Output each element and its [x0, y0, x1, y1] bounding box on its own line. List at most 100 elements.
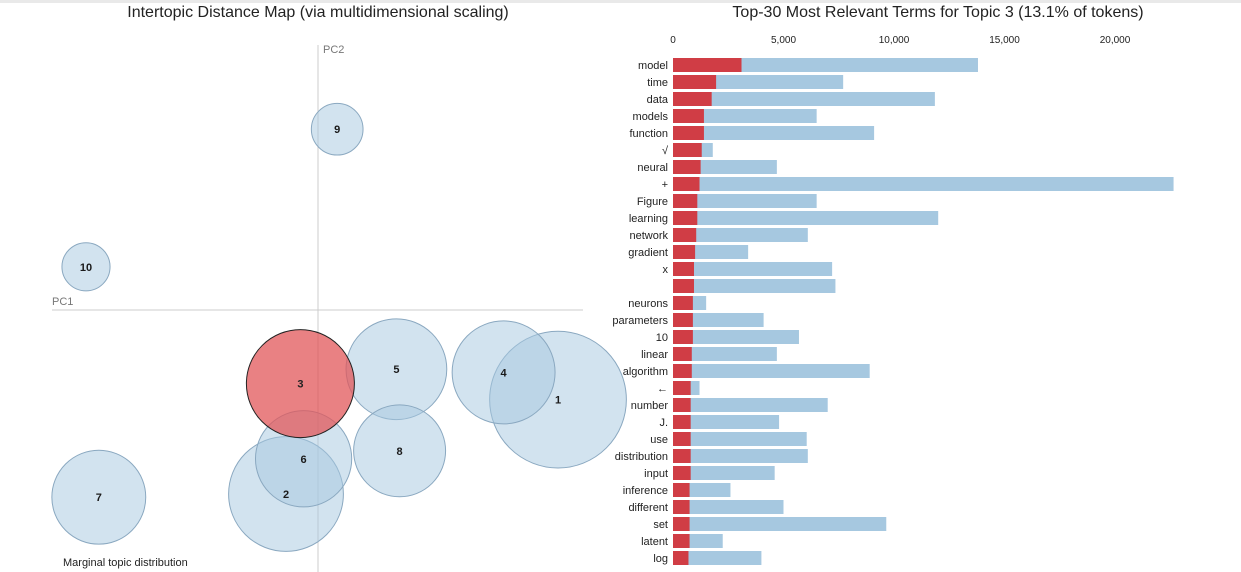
bar-topic-14[interactable] — [673, 296, 693, 310]
bar-topic-20[interactable] — [673, 398, 691, 412]
bar-topic-28[interactable] — [673, 534, 690, 548]
term-label[interactable]: latent — [641, 536, 668, 548]
term-label[interactable]: time — [647, 77, 668, 89]
term-label[interactable]: algorithm — [623, 366, 668, 378]
bar-overall-3[interactable] — [673, 109, 817, 123]
bar-topic-13[interactable] — [673, 279, 694, 293]
bar-overall-21[interactable] — [673, 415, 780, 429]
topic-label-8: 8 — [397, 446, 403, 458]
bar-overall-2[interactable] — [673, 92, 935, 106]
topic-circle-7[interactable] — [51, 449, 147, 545]
bar-topic-12[interactable] — [673, 262, 694, 276]
topic-circle-10[interactable] — [61, 242, 111, 292]
term-label[interactable]: function — [629, 128, 668, 140]
bar-overall-20[interactable] — [673, 398, 828, 412]
bar-overall-9[interactable] — [673, 211, 939, 225]
bar-topic-0[interactable] — [673, 58, 742, 72]
topic-label-4: 4 — [501, 367, 508, 379]
bar-topic-7[interactable] — [673, 177, 700, 191]
term-label[interactable]: log — [653, 553, 668, 565]
term-label[interactable]: input — [644, 468, 668, 480]
bar-topic-24[interactable] — [673, 466, 691, 480]
term-label[interactable]: data — [647, 94, 669, 106]
bar-topic-9[interactable] — [673, 211, 698, 225]
term-label[interactable]: 10 — [656, 332, 668, 344]
bar-topic-22[interactable] — [673, 432, 691, 446]
term-label[interactable]: parameters — [612, 315, 668, 327]
topic-circle-3-selected[interactable] — [245, 329, 355, 439]
term-label[interactable]: gradient — [628, 247, 668, 259]
topic-circle-8[interactable] — [353, 404, 447, 498]
bar-topic-23[interactable] — [673, 449, 691, 463]
bar-overall-24[interactable] — [673, 466, 775, 480]
term-label[interactable]: different — [628, 502, 668, 514]
term-bar-chart: Top-30 Most Relevant Terms for Topic 3 (… — [612, 4, 1174, 565]
term-label[interactable]: neurons — [628, 298, 668, 310]
bar-topic-2[interactable] — [673, 92, 712, 106]
bar-overall-17[interactable] — [673, 347, 777, 361]
bar-overall-4[interactable] — [673, 126, 875, 140]
bar-topic-15[interactable] — [673, 313, 693, 327]
bar-topic-26[interactable] — [673, 500, 690, 514]
bar-overall-8[interactable] — [673, 194, 817, 208]
bar-overall-10[interactable] — [673, 228, 808, 242]
term-label[interactable]: model — [638, 60, 668, 72]
topic-circles: 1 2 4 5 6 7 8 9 10 3 — [51, 102, 627, 552]
bar-overall-22[interactable] — [673, 432, 807, 446]
bar-overall-29[interactable] — [673, 551, 762, 565]
term-label[interactable]: use — [650, 434, 668, 446]
term-label[interactable]: distribution — [615, 451, 668, 463]
bar-overall-12[interactable] — [673, 262, 833, 276]
bar-topic-8[interactable] — [673, 194, 698, 208]
topic-circle-4[interactable] — [451, 320, 556, 425]
bar-overall-26[interactable] — [673, 500, 784, 514]
topic-label-1: 1 — [555, 395, 561, 407]
term-label[interactable]: linear — [641, 349, 668, 361]
x-tick-label: 10,000 — [879, 35, 910, 46]
term-label[interactable]: learning — [629, 213, 668, 225]
bar-topic-1[interactable] — [673, 75, 717, 89]
term-label[interactable]: models — [633, 111, 669, 123]
bar-topic-17[interactable] — [673, 347, 692, 361]
bar-topic-18[interactable] — [673, 364, 692, 378]
bar-overall-18[interactable] — [673, 364, 870, 378]
bar-overall-16[interactable] — [673, 330, 799, 344]
bar-topic-10[interactable] — [673, 228, 697, 242]
bar-overall-15[interactable] — [673, 313, 764, 327]
term-label[interactable]: inference — [623, 485, 668, 497]
bar-topic-5[interactable] — [673, 143, 702, 157]
x-tick-label: 15,000 — [989, 35, 1020, 46]
term-label[interactable]: J. — [659, 417, 668, 429]
bar-overall-0[interactable] — [673, 58, 978, 72]
topic-label-6: 6 — [301, 454, 307, 466]
bar-topic-25[interactable] — [673, 483, 690, 497]
bar-topic-6[interactable] — [673, 160, 701, 174]
term-label[interactable]: √ — [662, 145, 669, 157]
bar-topic-3[interactable] — [673, 109, 704, 123]
bar-topic-11[interactable] — [673, 245, 696, 259]
topic-label-5: 5 — [393, 364, 399, 376]
bar-overall-27[interactable] — [673, 517, 887, 531]
bar-topic-19[interactable] — [673, 381, 691, 395]
bar-topic-16[interactable] — [673, 330, 693, 344]
pc2-label: PC2 — [323, 44, 344, 56]
bar-overall-7[interactable] — [673, 177, 1174, 191]
term-label[interactable]: number — [631, 400, 669, 412]
bar-topic-4[interactable] — [673, 126, 704, 140]
bar-overall-13[interactable] — [673, 279, 836, 293]
term-label[interactable]: x — [663, 264, 669, 276]
term-label[interactable]: neural — [637, 162, 668, 174]
topic-circle-9[interactable] — [310, 102, 364, 156]
bar-overall-23[interactable] — [673, 449, 808, 463]
term-label[interactable]: network — [629, 230, 668, 242]
bar-topic-27[interactable] — [673, 517, 690, 531]
marginal-distribution-legend: Marginal topic distribution — [63, 557, 188, 569]
term-label[interactable]: set — [653, 519, 668, 531]
bar-topic-29[interactable] — [673, 551, 689, 565]
bar-topic-21[interactable] — [673, 415, 691, 429]
term-label[interactable]: ← — [657, 383, 668, 395]
x-tick-label: 5,000 — [771, 35, 796, 46]
term-label[interactable]: + — [662, 179, 668, 191]
term-label[interactable]: Figure — [637, 196, 668, 208]
topic-label-10: 10 — [80, 262, 92, 274]
